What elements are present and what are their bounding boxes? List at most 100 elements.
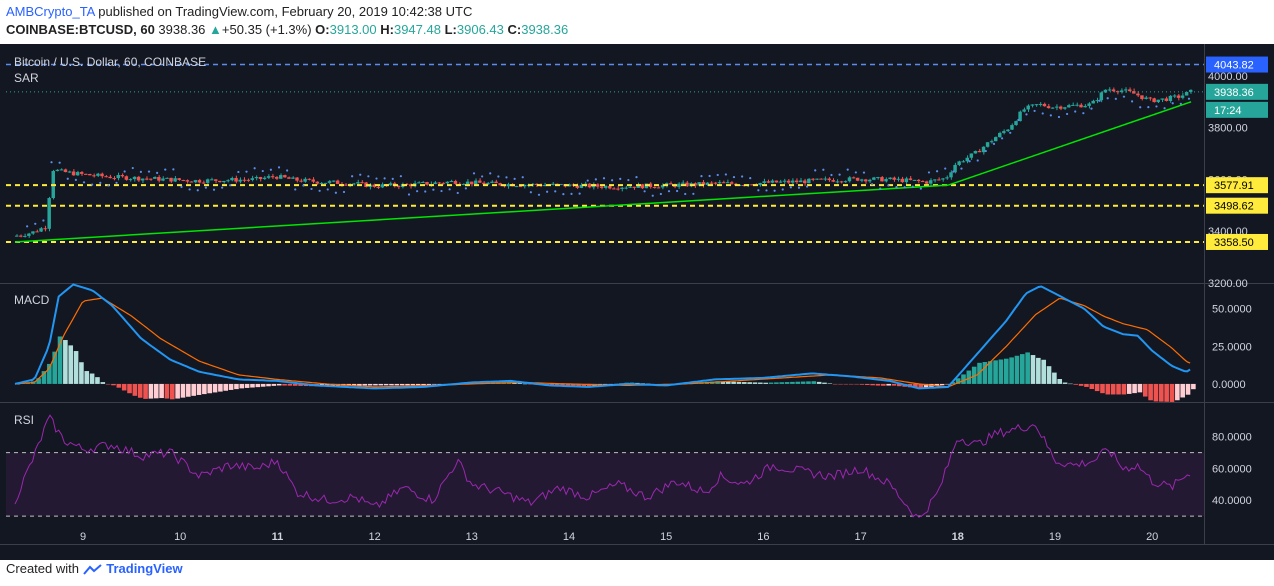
candle-body [478,180,482,183]
candle-body [360,182,364,184]
candle-body [876,177,880,179]
macd-histogram-bar [325,383,330,386]
candle-body [518,186,523,188]
candle-body [246,179,250,181]
sar-dot [245,170,248,173]
sar-dot [773,189,776,192]
candle-body [855,177,860,181]
macd-histogram-bar [1073,383,1079,385]
macd-histogram-bar [918,383,924,389]
sar-dot [188,188,191,191]
sar-dot [1009,131,1012,134]
candle-body [372,184,376,187]
macd-histogram-bar [373,383,378,386]
macd-pane[interactable] [14,283,1196,402]
candle-body [933,179,937,181]
candle-body [1030,104,1034,106]
sar-dot [407,193,411,196]
sar-dot [107,184,110,187]
price-axis[interactable]: 4000.003800.003600.003400.003200.004043.… [1206,56,1268,508]
candle-body [872,177,876,180]
candle-body [1095,100,1099,102]
macd-histogram-bar [169,383,175,400]
macd-histogram-bar [68,345,74,384]
macd-histogram-bar [1148,383,1153,401]
candle-body [1156,99,1160,103]
sar-dot [537,193,541,196]
macd-histogram-bar [282,383,287,386]
macd-histogram-bar [79,362,84,384]
candle-body [924,181,929,184]
author-link[interactable]: AMBCrypto_TA [6,4,95,19]
candle-body [835,181,840,183]
sar-dot [586,179,589,182]
candle-body [461,184,466,186]
candle-body [55,169,60,172]
candle-body [1087,103,1091,106]
candle-body [14,235,19,237]
sar-dot [42,219,45,222]
macd-histogram-bar [1062,382,1068,384]
macd-histogram-bar [95,377,100,384]
low-label: L: [444,22,457,37]
sar-dot [708,174,711,178]
candle-body [1152,98,1156,103]
candle-body [1034,104,1039,106]
macd-histogram-bar [410,383,416,386]
candle-body [920,181,925,183]
sar-dot [700,175,703,178]
sar-dot [570,192,573,195]
macd-histogram-bar [1153,383,1159,402]
macd-histogram-bar [389,383,394,386]
sar-dot [797,186,801,189]
candle-body [1071,104,1075,106]
tradingview-link[interactable]: TradingView [106,561,183,576]
macd-histogram-bar [1121,383,1127,395]
candle-body [543,185,547,187]
candle-body [185,180,190,182]
sar-dot [716,173,719,177]
sar-dot [1163,107,1166,110]
candle-body [177,178,181,180]
macd-histogram-bar [779,382,785,384]
macd-histogram-bar [405,383,410,386]
sar-dot [935,170,939,173]
candle-body [283,175,287,178]
sar-dot [229,184,232,187]
candle-body [981,146,986,153]
candle-body [201,182,206,184]
candle-body [1172,95,1177,97]
rsi-line [14,414,1191,518]
macd-histogram-bar [244,383,250,388]
candle-body [1083,105,1087,108]
candle-body [656,187,661,189]
macd-histogram-bar [966,370,972,384]
candle-body [868,179,872,182]
macd-histogram-bar [881,383,886,386]
macd-histogram-bar [1126,383,1132,394]
candle-body [953,164,957,173]
time-axis[interactable]: 9 10 11 12 13 14 15 16 17 18 19 20 [80,531,1158,543]
sar-dot [814,169,817,172]
sar-dot [156,171,159,174]
candle-body [778,181,783,183]
candle-body [1176,95,1181,98]
price-pane[interactable] [6,63,1204,243]
sar-dot [1098,99,1101,102]
candle-body [1063,107,1067,109]
candle-body [59,169,64,171]
candle-body [153,177,157,179]
rsi-pane[interactable] [6,414,1204,518]
macd-histogram-bar [271,383,277,386]
macd-histogram-bar [998,359,1004,384]
macd-histogram-bar [89,373,95,384]
candle-body [1160,98,1164,100]
candle-body [859,179,864,181]
candle-body [262,177,267,179]
macd-histogram-bar [1089,383,1095,390]
macd-histogram-bar [875,383,881,386]
candle-body [1148,97,1152,99]
chart-canvas[interactable]: 4000.003800.003600.003400.003200.004043.… [0,44,1274,560]
macd-histogram-bar [1132,383,1137,394]
macd-histogram-bar [806,381,811,384]
